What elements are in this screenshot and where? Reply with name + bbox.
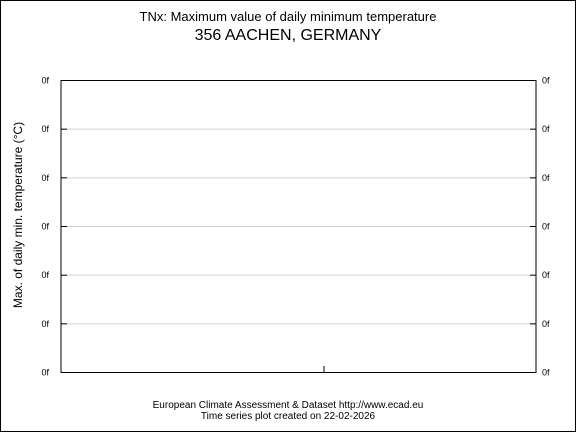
y-tick-label-left: 0f: [41, 222, 49, 232]
y-tick-label-right: 0f: [542, 368, 550, 378]
footer-source: European Climate Assessment & Dataset ht…: [152, 400, 424, 411]
chart-subtitle: 356 AACHEN, GERMANY: [194, 27, 382, 44]
y-tick-label-left: 0f: [41, 368, 49, 378]
y-tick-label-right: 0f: [542, 222, 550, 232]
y-tick-label-right: 0f: [542, 173, 550, 183]
y-tick-label-left: 0f: [41, 319, 49, 329]
y-tick-label-right: 0f: [542, 124, 550, 134]
y-tick-label-left: 0f: [41, 173, 49, 183]
y-tick-label-right: 0f: [542, 76, 550, 86]
footer-created: Time series plot created on 22-02-2026: [200, 411, 376, 422]
y-tick-label-right: 0f: [542, 270, 550, 280]
y-tick-label-left: 0f: [41, 124, 49, 134]
chart-title: TNx: Maximum value of daily minimum temp…: [139, 9, 437, 24]
y-tick-label-right: 0f: [542, 319, 550, 329]
y-tick-label-left: 0f: [41, 270, 49, 280]
y-tick-label-left: 0f: [41, 76, 49, 86]
